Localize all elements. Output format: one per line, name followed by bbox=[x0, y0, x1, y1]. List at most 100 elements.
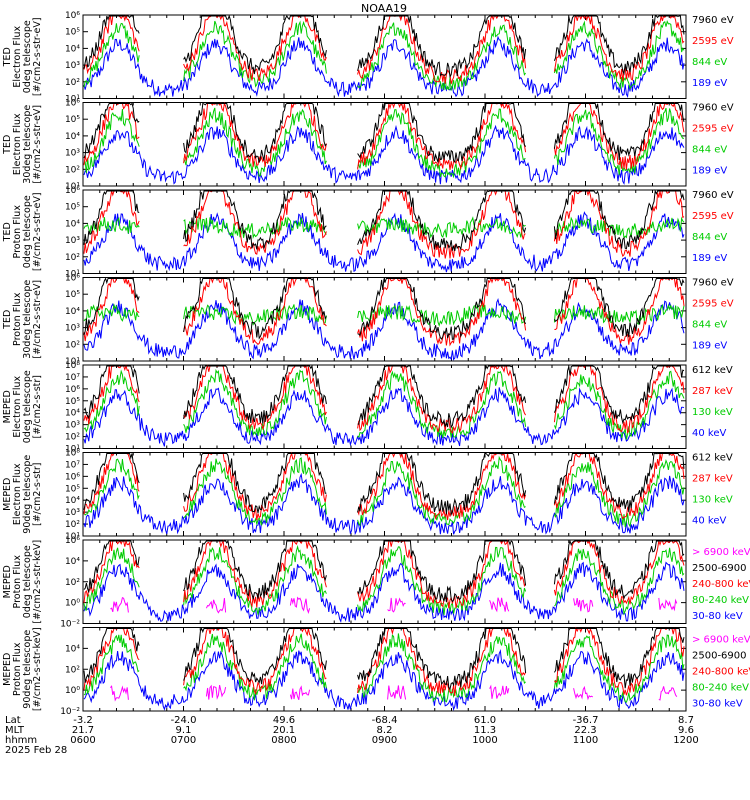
y-axis-title-line: [#/cm2-s-str] bbox=[32, 375, 43, 438]
y-axis-title-line: [#/cm2-s-str] bbox=[32, 463, 43, 526]
panel-2: 10⁶ 10⁵ 10⁴ 10³ 10² 10¹ TED Electron Flux 30deg … bbox=[2, 99, 734, 193]
y-tick-label: 10¹ bbox=[65, 95, 80, 105]
series-line bbox=[83, 189, 685, 259]
y-axis-title-line: Electron Flux bbox=[12, 113, 23, 175]
series-line bbox=[83, 14, 685, 84]
x-row-value: 1000 bbox=[472, 735, 497, 746]
series-line bbox=[83, 455, 685, 528]
series-line bbox=[83, 20, 685, 91]
y-tick-label: 10⁴ bbox=[65, 409, 80, 419]
series-line bbox=[83, 211, 685, 273]
x-row-value: 1200 bbox=[673, 735, 698, 746]
y-axis-title-line: Proton Flux bbox=[12, 642, 23, 696]
y-tick-label: 10⁴ bbox=[65, 307, 80, 317]
series-line bbox=[83, 277, 685, 340]
legend-entry: 130 keV bbox=[692, 495, 733, 506]
series-line bbox=[83, 368, 685, 440]
x-row-value: 1100 bbox=[573, 735, 598, 746]
legend-entry: 7960 eV bbox=[692, 190, 734, 201]
y-tick-label: 10⁸ bbox=[65, 449, 80, 459]
series-line bbox=[83, 101, 685, 171]
panel-3: 10⁶ 10⁵ 10⁴ 10³ 10² 10¹ TED Proton Flux 0deg tel… bbox=[2, 186, 734, 280]
panel-4: 10⁶ 10⁵ 10⁴ 10³ 10² 10¹ TED Proton Flux 30deg te… bbox=[2, 274, 734, 368]
y-tick-label: 10⁴ bbox=[65, 496, 80, 506]
y-tick-label: 10⁶ bbox=[65, 385, 80, 395]
y-tick-label: 10² bbox=[65, 520, 80, 530]
x-row-value: 22.3 bbox=[574, 725, 596, 736]
legend-entry: 240-800 keV bbox=[692, 667, 750, 678]
x-row-value: 61.0 bbox=[474, 715, 496, 726]
legend-entry: 2595 eV bbox=[692, 36, 734, 47]
series-line bbox=[83, 107, 685, 179]
y-tick-label: 10⁴ bbox=[65, 644, 80, 654]
legend-entry: 7960 eV bbox=[692, 15, 734, 26]
y-axis-title-line: 0deg telescope bbox=[22, 370, 33, 443]
x-row-label: MLT bbox=[5, 725, 25, 736]
y-tick-label: 10⁶ bbox=[65, 274, 80, 284]
legend-entry: > 6900 keV bbox=[692, 635, 750, 646]
series-line bbox=[83, 472, 685, 536]
x-row-value: 0900 bbox=[372, 735, 397, 746]
series-line bbox=[83, 561, 685, 624]
y-tick-label: 10³ bbox=[65, 508, 80, 518]
y-tick-label: 10⁷ bbox=[65, 373, 80, 383]
y-tick-label: 10⁴ bbox=[65, 132, 80, 142]
series-line bbox=[83, 364, 685, 429]
legend-entry: 189 eV bbox=[692, 166, 727, 177]
series-line bbox=[83, 648, 685, 712]
legend-entry: 30-80 keV bbox=[692, 611, 743, 622]
series-line bbox=[83, 364, 685, 434]
legend-entry: 189 eV bbox=[692, 253, 727, 264]
series-line bbox=[83, 627, 685, 691]
y-axis-title-line: Electron Flux bbox=[12, 463, 23, 525]
y-axis-title-line: 90deg telescope bbox=[22, 455, 33, 534]
y-axis-title-line: MEPED bbox=[2, 478, 13, 511]
y-tick-label: 10⁵ bbox=[65, 484, 80, 494]
date-label: 2025 Feb 28 bbox=[5, 745, 67, 756]
legend-entry: 40 keV bbox=[692, 428, 726, 439]
x-row-value: -36.7 bbox=[573, 715, 599, 726]
panel-5: 10⁸ 10⁷ 10⁶ 10⁵ 10⁴ 10³ 10² 10¹ MEPED Electron Fl… bbox=[2, 361, 733, 455]
y-tick-label: 10⁴ bbox=[65, 557, 80, 567]
x-row-value: 0800 bbox=[271, 735, 296, 746]
chart-title: NOAA19 bbox=[361, 2, 407, 15]
legend-entry: 612 keV bbox=[692, 365, 733, 376]
legend-entry: 7960 eV bbox=[692, 278, 734, 289]
y-axis-title-line: [#/cm2-s-str-eV] bbox=[32, 280, 43, 359]
legend-entry: > 6900 keV bbox=[692, 547, 750, 558]
y-tick-label: 10⁶ bbox=[65, 186, 80, 196]
x-row-value: 20.1 bbox=[273, 725, 295, 736]
panel-7: 10⁶ 10⁴ 10² 10⁰ 10⁻² MEPED Proton Flux 0deg tel… bbox=[2, 536, 750, 630]
y-tick-label: 10⁰ bbox=[65, 599, 80, 609]
x-axis-footer: Lat -3.2 -24.0 49.6 -68.4 61.0 -36.7 8.7 MLT 21.7… bbox=[5, 715, 699, 756]
y-tick-label: 10³ bbox=[65, 61, 80, 71]
x-row-value: 11.3 bbox=[474, 725, 496, 736]
series-line bbox=[83, 544, 685, 616]
x-row-value: 49.6 bbox=[273, 715, 295, 726]
y-tick-label: 10¹ bbox=[65, 532, 80, 542]
y-axis-title-line: TED bbox=[2, 222, 13, 242]
y-tick-label: 10⁸ bbox=[65, 361, 80, 371]
legend-entry: 612 keV bbox=[692, 453, 733, 464]
y-axis-title-line: Electron Flux bbox=[12, 26, 23, 88]
series-line bbox=[83, 539, 685, 609]
legend-entry: 189 eV bbox=[692, 341, 727, 352]
legend-entry: 2595 eV bbox=[692, 124, 734, 135]
x-row-value: -24.0 bbox=[171, 715, 197, 726]
y-axis-title-line: MEPED bbox=[2, 390, 13, 423]
series-line bbox=[83, 633, 685, 703]
y-tick-label: 10⁻² bbox=[60, 620, 80, 630]
y-axis-title-line: TED bbox=[2, 135, 13, 155]
x-row-value: 9.1 bbox=[176, 725, 192, 736]
legend-entry: 844 eV bbox=[692, 232, 727, 243]
panel-1: 10⁶ 10⁵ 10⁴ 10³ 10² 10¹ TED Electron Flux 0deg t… bbox=[2, 11, 734, 105]
y-axis-title-line: MEPED bbox=[2, 565, 13, 598]
x-row-value: 8.2 bbox=[377, 725, 393, 736]
y-axis-title-line: 0deg telescope bbox=[22, 20, 33, 93]
y-tick-label: 10³ bbox=[65, 421, 80, 431]
series-line bbox=[83, 102, 685, 164]
series-line bbox=[83, 14, 685, 79]
y-axis-title-line: 90deg telescope bbox=[22, 630, 33, 709]
